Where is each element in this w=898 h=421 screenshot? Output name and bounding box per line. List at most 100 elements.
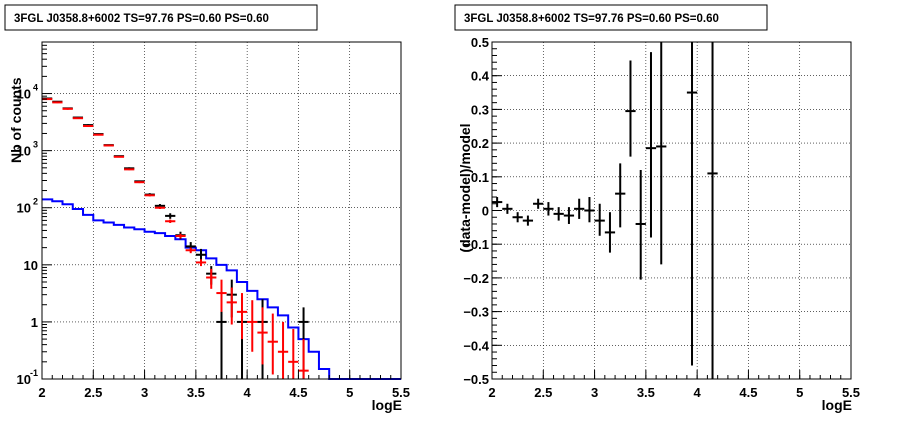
counts-x-tick-label: 2 [38, 385, 45, 400]
counts-y-tick-base: 10 [24, 258, 38, 273]
counts-y-tick-label: 10 [17, 201, 31, 216]
counts-y-tick-exponent: 3 [33, 140, 38, 150]
model-counts-point [134, 181, 145, 184]
counts-y-tick-exponent: -1 [30, 368, 38, 378]
model-counts-point [83, 125, 94, 128]
model-counts-point [124, 168, 135, 171]
model-counts-point [52, 101, 63, 104]
residual-x-tick-label: 4.5 [739, 385, 757, 400]
counts-x-tick-label: 3.5 [187, 385, 205, 400]
residual-y-tick-label: −0.1 [463, 237, 489, 252]
residual-y-tick-label: −0.5 [463, 372, 489, 387]
model-counts-point [72, 117, 84, 120]
residual-point [522, 215, 534, 226]
counts-x-tick-label: 2.5 [84, 385, 102, 400]
counts-y-tick-base: 10 [17, 144, 31, 159]
residual-x-tick-label: 3.5 [637, 385, 655, 400]
counts-x-tick-label: 4.5 [289, 385, 307, 400]
counts-y-tick-base: 10 [17, 372, 31, 387]
model-counts-point [154, 206, 166, 210]
residual-point [656, 42, 667, 265]
counts-y-tick-exponent: 4 [33, 83, 38, 93]
residual-y-axis-title: (data-model)/model [457, 123, 473, 252]
model-counts-point [165, 219, 176, 224]
counts-y-tick-label: 10 [17, 87, 31, 102]
counts-y-tick-label: 10 [17, 372, 31, 387]
residual-point [563, 207, 575, 224]
model-counts-point [103, 144, 114, 147]
residual-point [553, 207, 564, 221]
counts-y-tick-label: 10 [24, 258, 38, 273]
counts-x-tick-label: 5 [346, 385, 353, 400]
counts-y-tick-base: 10 [17, 201, 31, 216]
counts-x-axis-title: logE [372, 397, 402, 413]
residual-y-tick-label: 0 [482, 204, 489, 219]
residual-y-tick-label: −0.3 [463, 305, 489, 320]
counts-plot-title: 3FGL J0358.8+6002 TS=97.76 PS=0.60 PS=0.… [14, 13, 269, 25]
model-counts-point [93, 133, 104, 136]
residual-point [543, 202, 554, 216]
residual-y-tick-label: 0.2 [471, 136, 489, 151]
data-counts-point [165, 213, 176, 219]
model-counts-point [267, 313, 278, 375]
residual-x-tick-label: 3 [591, 385, 598, 400]
counts-y-tick-base: 10 [17, 87, 31, 102]
residual-plot: 3FGL J0358.8+6002 TS=97.76 PS=0.60 PS=0.… [454, 4, 860, 413]
model-counts-point [62, 107, 73, 110]
residual-point [502, 203, 513, 214]
model-counts-point [257, 307, 268, 365]
model-counts-point [206, 268, 217, 289]
residual-y-tick-label: 0.3 [471, 102, 489, 117]
counts-y-tick-label: 1 [31, 315, 38, 330]
residual-point [574, 198, 585, 219]
counts-y-tick-base: 1 [31, 315, 38, 330]
counts-x-tick-label: 4 [244, 385, 252, 400]
model-counts-point [288, 329, 299, 379]
residual-point [604, 212, 616, 253]
model-counts-point [175, 233, 186, 239]
residual-point [533, 198, 544, 209]
model-counts-point [144, 194, 155, 197]
model-counts-point [277, 321, 289, 379]
counts-x-tick-label: 5.5 [392, 385, 410, 400]
residual-point [645, 52, 657, 238]
model-counts-point [216, 279, 227, 312]
residual-point [686, 42, 698, 366]
residual-y-tick-label: −0.4 [463, 338, 489, 353]
residual-x-tick-label: 4 [694, 385, 702, 400]
residual-plot-frame [491, 41, 852, 380]
residual-point [594, 203, 605, 236]
model-counts-point [298, 339, 309, 379]
model-counts-point [113, 155, 125, 158]
residual-x-tick-label: 2 [488, 385, 495, 400]
residual-x-axis-title: logE [822, 397, 852, 413]
counts-y-axis-title: Nb of counts [8, 77, 24, 163]
residual-x-tick-label: 5 [796, 385, 803, 400]
model-counts-point [247, 300, 258, 352]
residual-point [512, 212, 523, 223]
residual-point [635, 170, 646, 280]
residual-plot-title: 3FGL J0358.8+6002 TS=97.76 PS=0.60 PS=0.… [464, 13, 719, 25]
counts-plot: 3FGL J0358.8+6002 TS=97.76 PS=0.60 PS=0.… [4, 4, 410, 413]
counts-y-tick-exponent: 2 [33, 197, 38, 207]
counts-title-box [4, 4, 318, 31]
residual-point [615, 163, 626, 228]
residual-point [492, 197, 503, 208]
residual-x-tick-label: 2.5 [534, 385, 552, 400]
model-counts-point [226, 287, 237, 325]
residual-y-tick-label: −0.2 [463, 271, 489, 286]
residual-x-tick-label: 5.5 [842, 385, 860, 400]
counts-x-tick-label: 3 [141, 385, 148, 400]
model-counts-point [185, 247, 196, 254]
residual-y-tick-label: 0.1 [471, 170, 489, 185]
residual-point [707, 42, 718, 379]
model-counts-point [236, 293, 248, 340]
residual-point [584, 197, 595, 223]
residual-y-tick-label: 0.5 [471, 35, 489, 50]
residual-y-tick-label: 0.4 [471, 69, 490, 84]
residual-point [625, 60, 636, 157]
residual-title-box [454, 4, 768, 31]
model-counts-point [195, 259, 207, 267]
counts-y-tick-label: 10 [17, 144, 31, 159]
